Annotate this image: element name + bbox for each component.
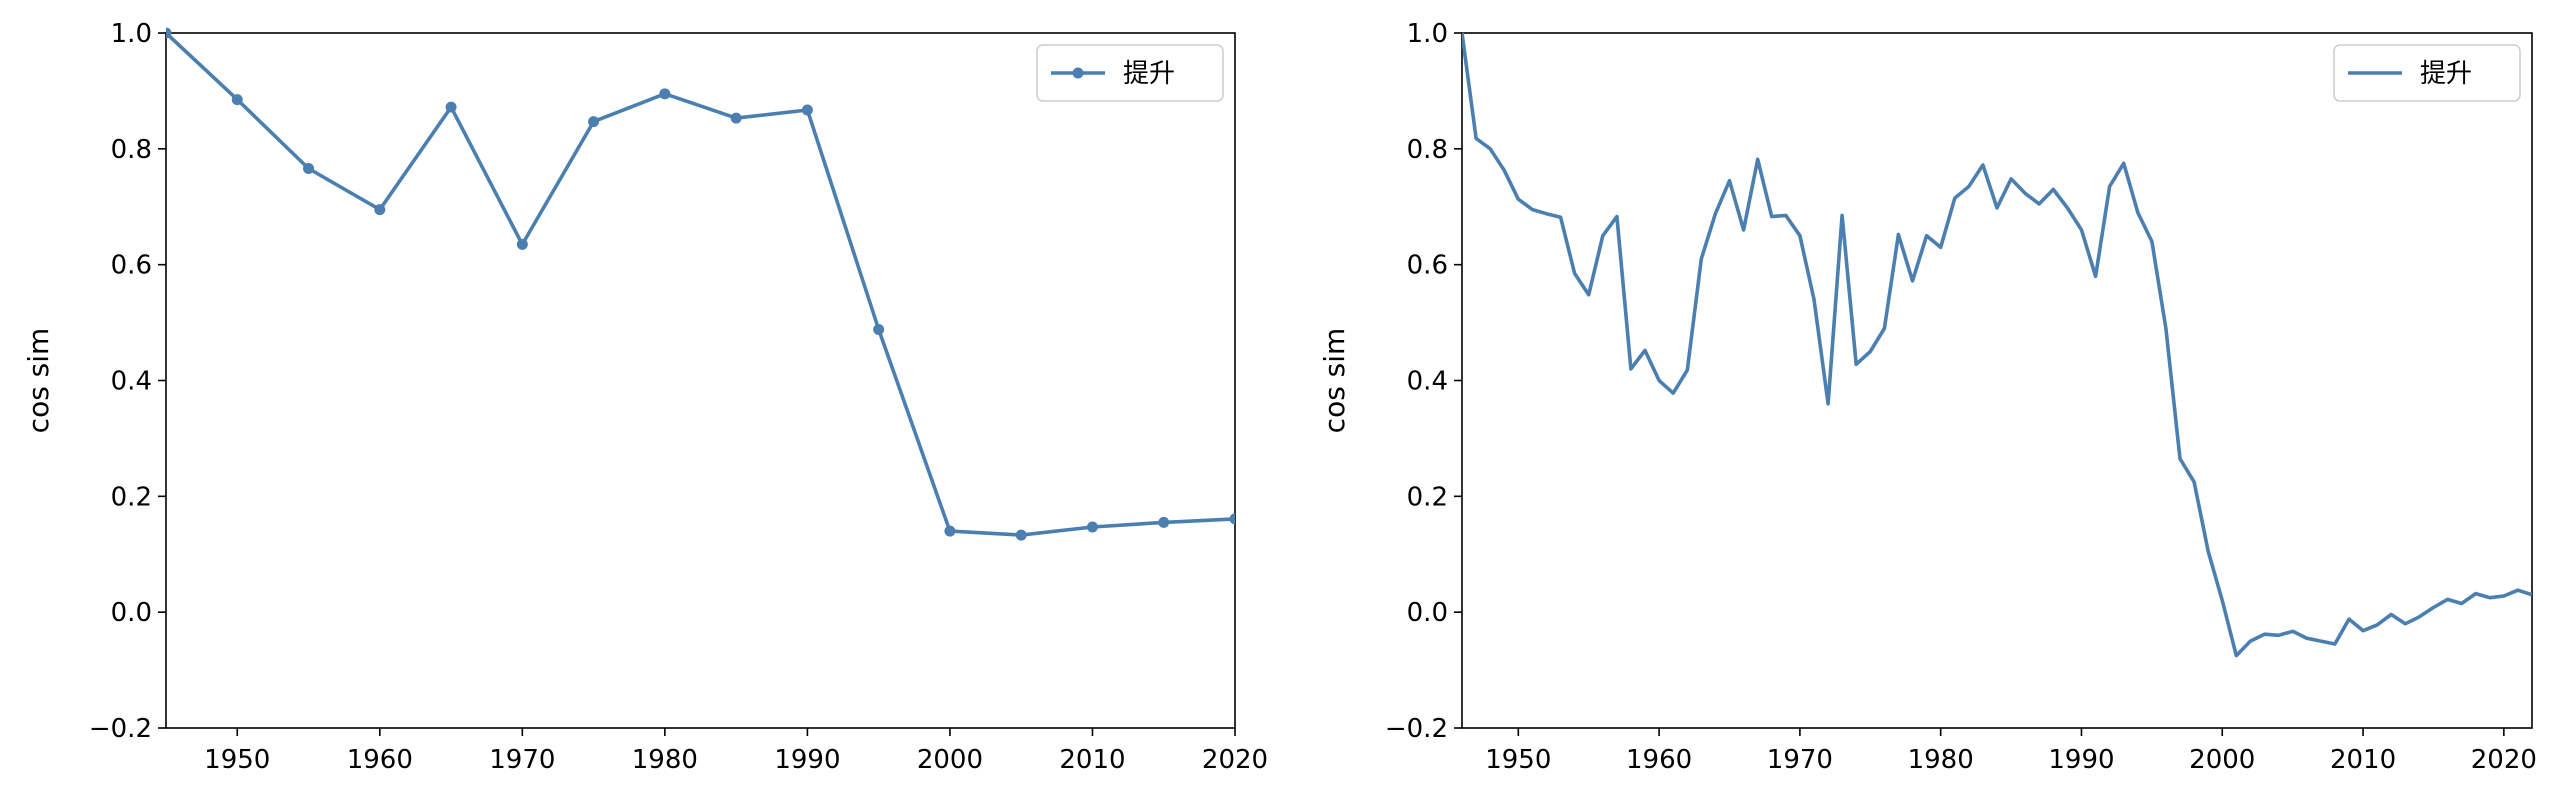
x-tick-label: 1980 xyxy=(632,745,698,775)
y-tick-label: 0.0 xyxy=(111,598,152,628)
chart-2: 1950 1960 1970 1980 1990 2000 2010 2020 −0.2 0.0 0… xyxy=(1318,19,2537,775)
x-tick-label: 2020 xyxy=(1202,745,1268,775)
data-point xyxy=(1086,521,1098,533)
data-point xyxy=(873,324,885,336)
plot-frame xyxy=(1461,32,2533,729)
y-tick-label: −0.2 xyxy=(1385,714,1448,744)
legend-frame xyxy=(2333,44,2521,102)
y-axis-label: cos sim xyxy=(22,328,55,434)
y-tick-label: 0.8 xyxy=(111,135,152,165)
data-point xyxy=(730,112,742,124)
y-tick-label: 0.4 xyxy=(1407,367,1448,397)
legend: 提升 xyxy=(1036,44,1224,102)
series-1 xyxy=(166,27,1235,541)
data-point xyxy=(944,525,956,537)
x-tick-label: 1950 xyxy=(204,745,270,775)
legend: 提升 xyxy=(2333,44,2521,102)
chart-1: 1950 1960 1970 1980 1990 2000 2010 2020 −0.2 0.0 0… xyxy=(22,19,1268,775)
data-point xyxy=(1229,513,1235,525)
legend-label: 提升 xyxy=(1123,59,1175,89)
data-point xyxy=(231,94,243,106)
x-tick-label: 2010 xyxy=(1059,745,1125,775)
y-tick-label: 0.0 xyxy=(1407,598,1448,628)
data-point xyxy=(1015,529,1027,541)
x-tick-label: 1970 xyxy=(489,745,555,775)
y-tick-label: 0.4 xyxy=(111,367,152,397)
data-point xyxy=(516,238,528,250)
data-point xyxy=(588,116,600,128)
series-line xyxy=(1462,32,2532,658)
x-tick-label: 1980 xyxy=(1908,745,1974,775)
y-tick-label: 1.0 xyxy=(1407,19,1448,49)
x-tick-label: 1990 xyxy=(2048,745,2114,775)
x-tick-label: 1990 xyxy=(774,745,840,775)
y-tick-label: 0.2 xyxy=(1407,482,1448,512)
series-line xyxy=(166,31,1235,537)
x-tick-label: 1970 xyxy=(1767,745,1833,775)
y-tick-label: −0.2 xyxy=(89,714,152,744)
legend-label: 提升 xyxy=(2420,59,2472,89)
x-tick-label: 2000 xyxy=(917,745,983,775)
y-tick-label: 0.6 xyxy=(1407,251,1448,281)
x-tick-label: 1950 xyxy=(1485,745,1551,775)
x-tick-label: 2000 xyxy=(2189,745,2255,775)
y-tick-label: 0.6 xyxy=(111,251,152,281)
y-tick-label: 0.8 xyxy=(1407,135,1448,165)
data-point xyxy=(303,163,315,175)
series-1 xyxy=(1462,32,2532,658)
data-point xyxy=(166,27,172,39)
x-tick-label: 2010 xyxy=(2330,745,2396,775)
x-tick-label: 1960 xyxy=(347,745,413,775)
x-tick-label: 1960 xyxy=(1626,745,1692,775)
y-tick-label: 1.0 xyxy=(111,19,152,49)
data-point xyxy=(801,104,813,116)
plot-frame xyxy=(165,32,1236,729)
legend-frame xyxy=(1036,44,1224,102)
data-point xyxy=(374,204,386,216)
data-point xyxy=(659,88,671,100)
x-tick-label: 2020 xyxy=(2471,745,2537,775)
y-tick-label: 0.2 xyxy=(111,482,152,512)
data-point xyxy=(1158,516,1170,528)
y-axis-label: cos sim xyxy=(1318,328,1351,434)
legend-marker xyxy=(1072,67,1084,79)
data-point xyxy=(445,101,457,113)
